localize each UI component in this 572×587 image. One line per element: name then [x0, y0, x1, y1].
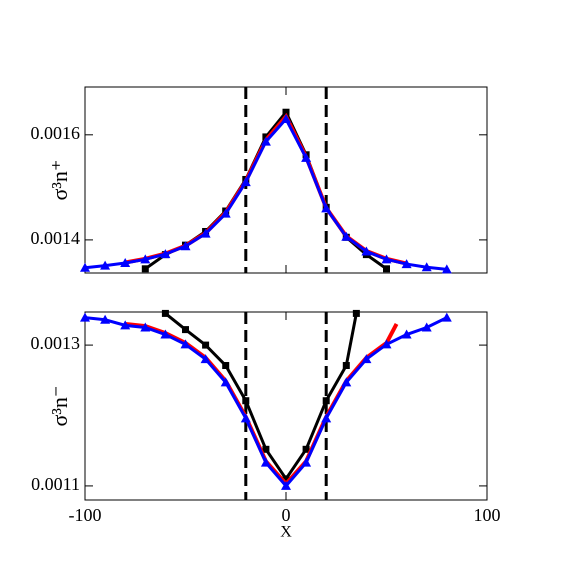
- marker: [281, 480, 291, 490]
- marker: [281, 114, 291, 124]
- marker: [160, 329, 171, 339]
- marker: [342, 362, 350, 370]
- marker: [80, 312, 90, 322]
- y-tick-label: 0.0014: [31, 228, 81, 248]
- y-tick-label: 0.0011: [31, 474, 80, 494]
- marker: [182, 326, 189, 334]
- marker: [240, 177, 251, 187]
- marker: [202, 341, 210, 349]
- marker: [401, 329, 412, 339]
- marker: [282, 475, 290, 483]
- marker: [381, 339, 392, 349]
- marker: [383, 265, 390, 273]
- marker: [220, 377, 231, 387]
- marker: [321, 413, 332, 423]
- marker: [220, 208, 231, 218]
- marker: [120, 320, 131, 330]
- marker: [302, 445, 310, 453]
- marker: [341, 377, 352, 387]
- marker: [301, 152, 312, 162]
- marker: [100, 260, 111, 270]
- marker: [421, 262, 432, 272]
- x-tick-label: 100: [474, 505, 501, 525]
- y-tick-label: 0.0013: [31, 333, 81, 353]
- marker: [301, 457, 312, 467]
- marker: [141, 265, 149, 273]
- marker: [322, 397, 330, 405]
- x-tick-label: -100: [69, 505, 102, 525]
- marker: [80, 262, 90, 272]
- marker: [421, 322, 432, 332]
- marker: [180, 339, 191, 349]
- marker: [260, 136, 271, 146]
- marker: [100, 314, 111, 324]
- marker: [381, 254, 392, 264]
- marker: [441, 264, 452, 274]
- marker: [240, 413, 251, 423]
- marker: [160, 249, 171, 259]
- marker: [361, 354, 372, 364]
- marker: [180, 241, 191, 251]
- marker: [260, 457, 271, 467]
- marker: [401, 259, 412, 269]
- marker: [441, 312, 452, 322]
- marker: [352, 309, 360, 317]
- plot-frame: [84, 311, 488, 501]
- marker: [140, 322, 151, 332]
- marker: [200, 354, 211, 364]
- marker: [161, 309, 169, 317]
- marker: [321, 203, 332, 213]
- marker: [282, 108, 290, 116]
- marker: [341, 231, 352, 241]
- marker: [242, 397, 250, 405]
- y-tick-label: 0.0016: [31, 123, 81, 143]
- marker: [222, 362, 230, 370]
- marker: [361, 246, 372, 256]
- marker: [140, 254, 151, 264]
- marker: [200, 228, 211, 238]
- y-axis-label: σ³n⁺: [47, 159, 72, 200]
- series-line: [124, 321, 399, 487]
- y-axis-label: σ³n⁻: [47, 385, 72, 426]
- marker: [262, 445, 270, 453]
- marker: [120, 258, 131, 268]
- x-axis-label: X: [280, 524, 292, 541]
- x-tick-label: 0: [282, 505, 291, 525]
